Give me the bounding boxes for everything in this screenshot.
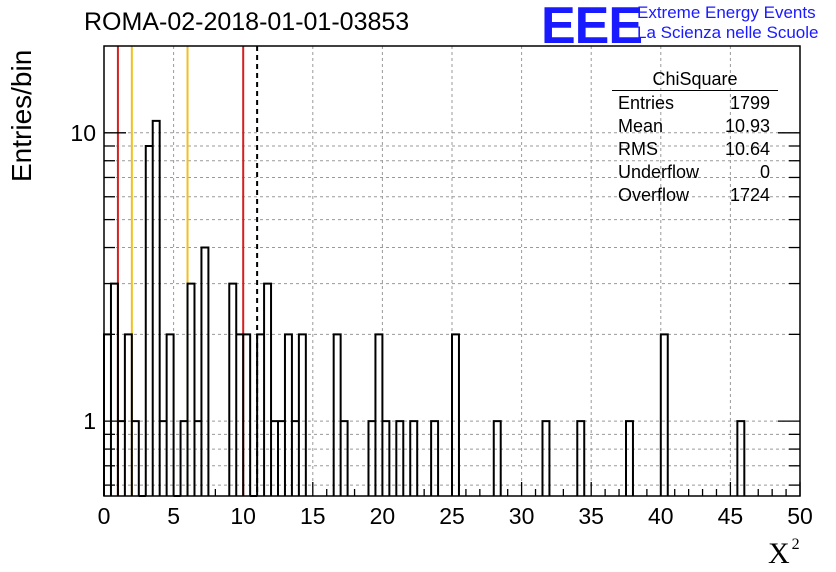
histogram-bar <box>264 284 271 496</box>
x-tick-label: 30 <box>509 503 535 529</box>
x-tick-label: 45 <box>718 503 744 529</box>
histogram-bar <box>188 284 195 496</box>
x-tick-label: 0 <box>98 503 111 529</box>
x-tick-label: 5 <box>167 503 180 529</box>
stats-label: Mean <box>618 116 664 136</box>
stats-value: 1799 <box>729 93 770 113</box>
histogram-bar <box>236 334 243 496</box>
stats-value: 10.93 <box>724 116 770 136</box>
histogram-bar <box>229 284 236 496</box>
histogram-bar <box>375 334 382 496</box>
x-tick-label: 20 <box>370 503 396 529</box>
x-tick-label: 35 <box>578 503 604 529</box>
x-tick-label: 40 <box>648 503 674 529</box>
histogram-bar <box>334 334 341 496</box>
tick-labels: 0 5 10 15 20 25 30 35 40 45 50 1 10 <box>70 120 812 529</box>
stats-rows: Entries 1799 Mean 10.93 RMS 10.64 Underflow 0 Ov… <box>612 92 778 207</box>
y-tick-label: 1 <box>83 408 96 434</box>
axis-ticks <box>103 132 801 496</box>
stats-row: RMS 10.64 <box>612 138 778 161</box>
histogram-bar <box>661 334 668 496</box>
histogram-bar <box>146 146 153 496</box>
stats-value: 10.64 <box>724 139 770 159</box>
stats-box: ChiSquare Entries 1799 Mean 10.93 RMS 10.64 Un… <box>612 68 778 207</box>
chart-title: ROMA-02-2018-01-01-03853 <box>84 8 410 36</box>
histogram-bar <box>104 334 111 496</box>
histogram-bar <box>452 334 459 496</box>
stats-title: ChiSquare <box>612 68 778 91</box>
x-tick-label: 15 <box>300 503 326 529</box>
stats-row: Mean 10.93 <box>612 115 778 138</box>
x-tick-label: 25 <box>439 503 465 529</box>
stats-row: Overflow 1724 <box>612 184 778 207</box>
y-axis-label: Entries/bin <box>6 49 37 182</box>
histogram-bar <box>201 248 208 496</box>
brand-line-2: La Scienza nelle Scuole <box>637 23 819 42</box>
histogram-bar <box>243 334 250 496</box>
stats-value: 1724 <box>729 185 770 205</box>
stats-label: Underflow <box>618 162 700 182</box>
stats-label: Overflow <box>618 185 690 205</box>
stats-label: RMS <box>618 139 658 159</box>
stats-value: 0 <box>759 162 770 182</box>
brand-line-1: Extreme Energy Events <box>637 3 816 22</box>
stats-label: Entries <box>618 93 675 113</box>
histogram-bar <box>285 334 292 496</box>
y-tick-label: 10 <box>70 120 96 146</box>
histogram-bar <box>167 334 174 496</box>
x-tick-label: 50 <box>787 503 813 529</box>
x-tick-label: 10 <box>230 503 256 529</box>
x-axis-label-superscript: 2 <box>791 536 800 553</box>
stats-row: Underflow 0 <box>612 161 778 184</box>
histogram-bar <box>111 284 118 496</box>
stats-row: Entries 1799 <box>612 92 778 115</box>
histogram-bar <box>257 334 264 496</box>
histogram-bar <box>299 334 306 496</box>
x-axis-label-base: X <box>768 537 790 570</box>
histogram-bar <box>125 334 132 496</box>
